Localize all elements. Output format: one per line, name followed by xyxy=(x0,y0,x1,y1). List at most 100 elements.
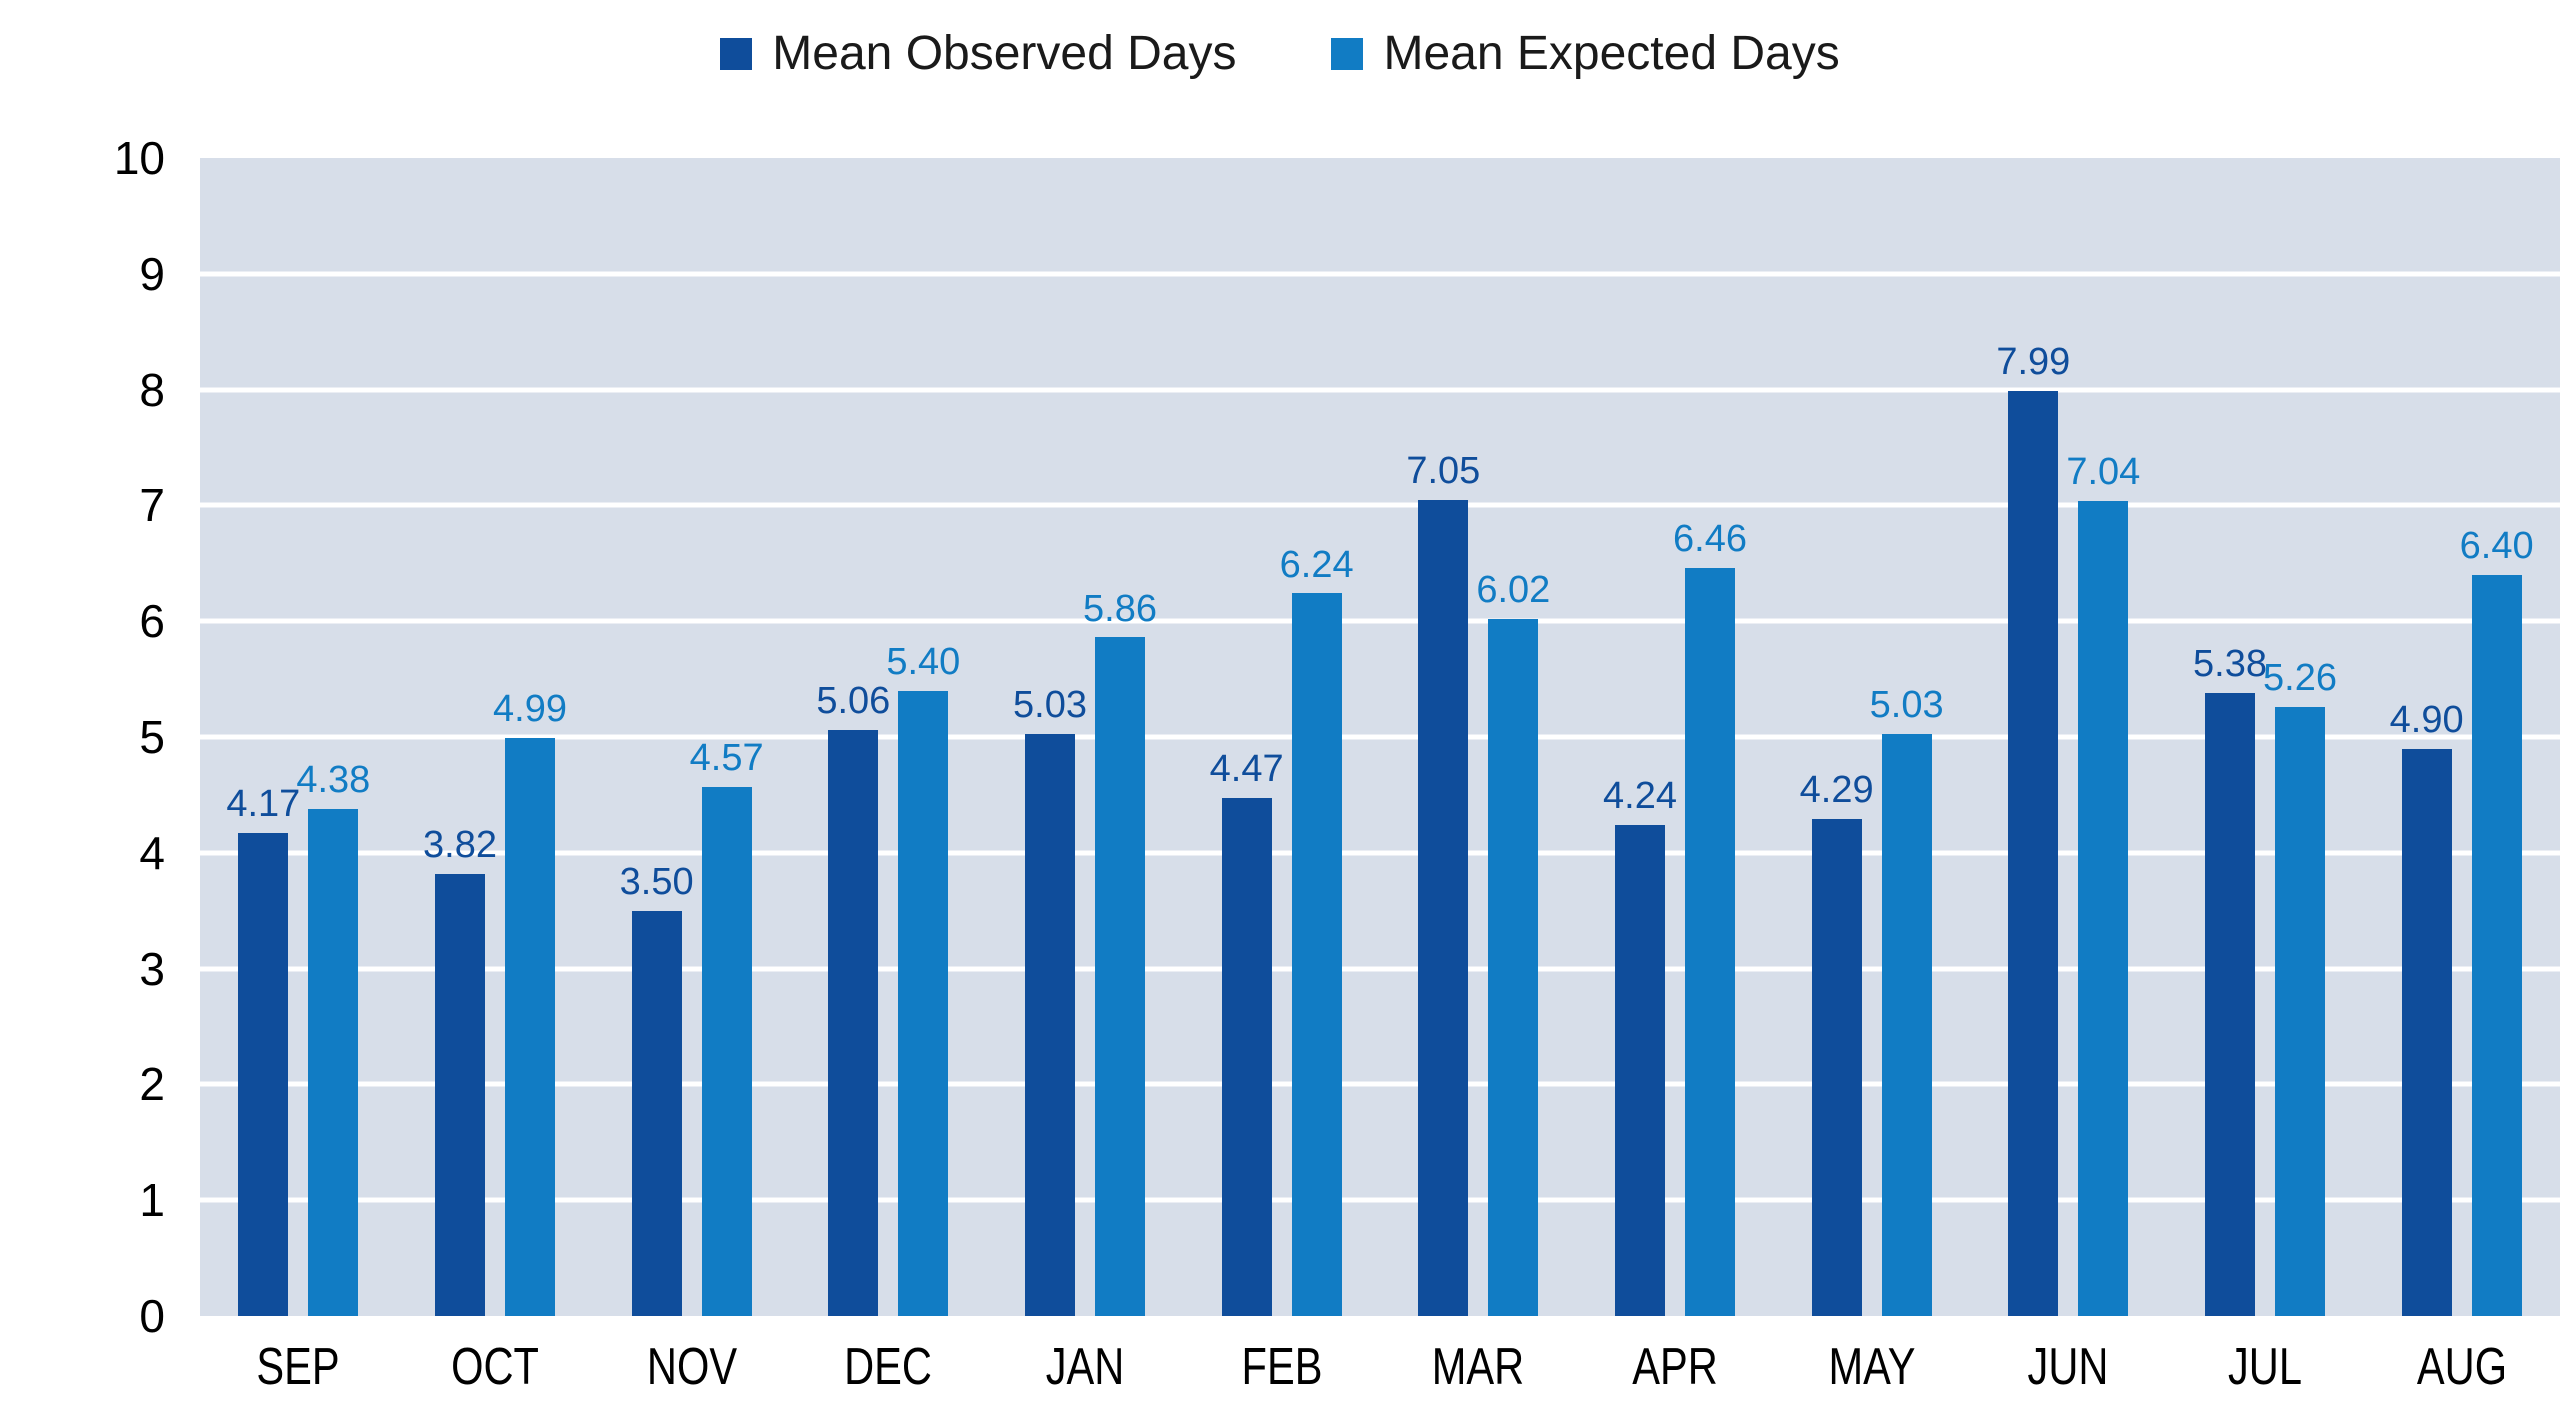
bar-jul-observed xyxy=(2204,693,2255,1316)
chart-legend: Mean Observed Days Mean Expected Days xyxy=(0,26,2560,81)
x-tick-label-sep: SEP xyxy=(256,1338,340,1396)
bar-value-label-feb-expected: 6.24 xyxy=(1279,543,1354,586)
bar-value-label-sep-observed: 4.17 xyxy=(226,783,301,826)
bar-apr-expected xyxy=(1684,567,1735,1316)
bar-wrap: 6.24 xyxy=(1280,158,1354,1316)
bar-value-label-jan-expected: 5.86 xyxy=(1083,587,1157,630)
bar-wrap: 4.38 xyxy=(296,158,370,1316)
x-tick-label-feb: FEB xyxy=(1241,1338,1323,1396)
bar-group-mar: 7.05 6.02 xyxy=(1380,158,1577,1316)
bar-apr-observed xyxy=(1614,825,1665,1316)
bar-value-label-dec-expected: 5.40 xyxy=(886,640,961,683)
x-tick-label-jul: JUL xyxy=(2228,1338,2302,1396)
bar-wrap: 4.90 xyxy=(2390,158,2464,1316)
bar-nov-expected xyxy=(701,786,752,1316)
y-tick-label-7: 7 xyxy=(139,479,165,532)
bar-wrap: 5.06 xyxy=(816,158,890,1316)
bar-value-label-oct-observed: 3.82 xyxy=(423,823,497,866)
bar-feb-expected xyxy=(1291,593,1342,1316)
bar-wrap: 7.99 xyxy=(1996,158,2070,1316)
bar-value-label-jan-observed: 5.03 xyxy=(1013,683,1087,726)
bar-value-label-feb-observed: 4.47 xyxy=(1209,748,1284,791)
bar-wrap: 4.24 xyxy=(1603,158,1677,1316)
x-tick-label-apr: APR xyxy=(1632,1338,1718,1396)
x-tick-label-jan: JAN xyxy=(1045,1338,1125,1396)
bar-group-jun: 7.99 7.04 xyxy=(1970,158,2167,1316)
bar-wrap: 5.03 xyxy=(1870,158,1944,1316)
bar-wrap: 4.29 xyxy=(1800,158,1874,1316)
gridline-1 xyxy=(200,1197,2560,1203)
bar-value-label-jul-observed: 5.38 xyxy=(2193,643,2267,686)
bar-jun-expected xyxy=(2078,500,2129,1316)
bar-value-label-nov-expected: 4.57 xyxy=(689,736,764,779)
x-tick-label-aug: AUG xyxy=(2416,1338,2507,1396)
y-tick-label-2: 2 xyxy=(139,1058,165,1111)
bar-mar-observed xyxy=(1418,499,1469,1316)
bar-wrap: 5.26 xyxy=(2263,158,2337,1316)
bar-value-label-sep-expected: 4.38 xyxy=(296,758,371,801)
bar-wrap: 5.40 xyxy=(886,158,960,1316)
x-tick-label-nov: NOV xyxy=(646,1338,737,1396)
bar-wrap: 7.04 xyxy=(2066,158,2140,1316)
bar-group-nov: 3.50 4.57 xyxy=(593,158,790,1316)
gridline-3 xyxy=(200,966,2560,972)
bar-value-label-oct-expected: 4.99 xyxy=(493,688,567,731)
bar-value-label-aug-observed: 4.90 xyxy=(2389,698,2464,741)
bar-may-expected xyxy=(1881,733,1932,1316)
bar-value-label-mar-observed: 7.05 xyxy=(1406,449,1481,492)
bar-group-may: 4.29 5.03 xyxy=(1773,158,1970,1316)
bar-wrap: 6.46 xyxy=(1673,158,1747,1316)
bar-oct-observed xyxy=(434,873,485,1316)
bar-wrap: 7.05 xyxy=(1406,158,1480,1316)
bar-group-dec: 5.06 5.40 xyxy=(790,158,987,1316)
gridline-2 xyxy=(200,1081,2560,1087)
bar-value-label-apr-expected: 6.46 xyxy=(1673,518,1747,561)
bar-value-label-may-observed: 4.29 xyxy=(1799,769,1874,812)
y-tick-label-6: 6 xyxy=(139,595,165,648)
bar-group-oct: 3.82 4.99 xyxy=(397,158,594,1316)
bar-dec-observed xyxy=(828,730,879,1316)
gridline-4 xyxy=(200,850,2560,856)
y-tick-label-8: 8 xyxy=(139,363,165,416)
x-tick-label-mar: MAR xyxy=(1432,1338,1525,1396)
bar-value-label-jun-expected: 7.04 xyxy=(2066,450,2141,493)
y-tick-label-5: 5 xyxy=(139,711,165,763)
bar-value-label-dec-observed: 5.06 xyxy=(816,680,891,723)
y-tick-label-4: 4 xyxy=(139,826,165,879)
bar-value-label-nov-observed: 3.50 xyxy=(619,860,694,903)
bar-wrap: 3.50 xyxy=(620,158,694,1316)
bar-wrap: 4.17 xyxy=(226,158,300,1316)
bar-may-observed xyxy=(1811,819,1862,1316)
gridline-6 xyxy=(200,618,2560,624)
legend-swatch-icon xyxy=(720,37,753,70)
bar-sep-expected xyxy=(308,808,359,1316)
gridline-9 xyxy=(200,271,2560,277)
bar-value-label-jun-observed: 7.99 xyxy=(1996,340,2071,383)
bar-nov-observed xyxy=(631,910,682,1316)
bar-jun-observed xyxy=(2008,390,2059,1316)
gridline-8 xyxy=(200,387,2560,393)
bar-aug-expected xyxy=(2471,574,2522,1316)
gridline-5 xyxy=(200,734,2560,740)
y-tick-label-9: 9 xyxy=(139,247,165,300)
y-tick-label-3: 3 xyxy=(139,942,165,995)
bar-dec-expected xyxy=(898,690,949,1316)
y-axis: 0 1 2 3 4 5 6 7 8 9 10 xyxy=(0,135,170,1339)
bar-wrap: 4.57 xyxy=(690,158,764,1316)
plot-area: 4.17 4.38 3.82 4.99 3.50 4.57 5.06 5.40 5.03 5.86… xyxy=(200,158,2560,1316)
legend-item-0: Mean Observed Days xyxy=(720,26,1236,81)
x-tick-label-jun: JUN xyxy=(2027,1338,2109,1396)
bar-group-feb: 4.47 6.24 xyxy=(1183,158,1380,1316)
bar-value-label-may-expected: 5.03 xyxy=(1869,683,1944,726)
bar-aug-observed xyxy=(2401,748,2452,1316)
x-tick-label-dec: DEC xyxy=(844,1338,933,1396)
bar-oct-expected xyxy=(504,738,555,1316)
bar-value-label-mar-expected: 6.02 xyxy=(1476,569,1551,611)
bar-wrap: 4.47 xyxy=(1210,158,1284,1316)
y-tick-label-0: 0 xyxy=(139,1290,165,1342)
y-tick-label-10: 10 xyxy=(113,132,165,184)
bar-mar-expected xyxy=(1488,618,1539,1316)
bar-feb-observed xyxy=(1221,798,1272,1316)
bar-wrap: 6.40 xyxy=(2460,158,2534,1316)
bar-wrap: 5.86 xyxy=(1083,158,1157,1316)
